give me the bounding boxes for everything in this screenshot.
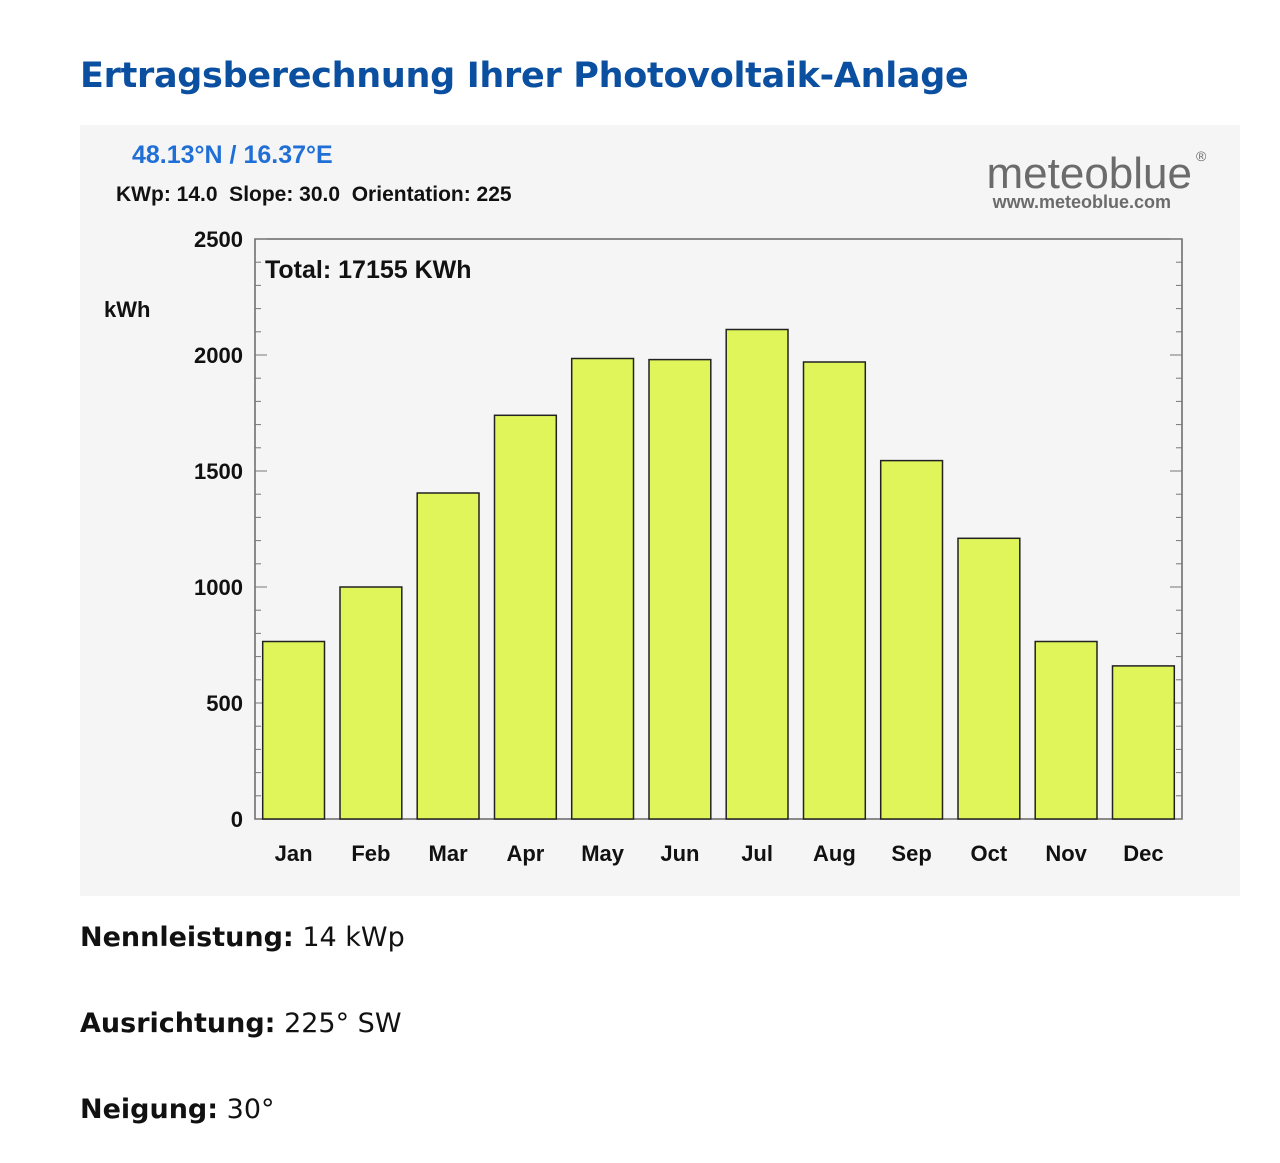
x-tick-label: Dec — [1123, 841, 1163, 866]
spec-tilt: Neigung: 30° — [80, 1094, 275, 1125]
spec-orientation: Ausrichtung: 225° SW — [80, 1008, 402, 1039]
x-tick-label: Mar — [429, 841, 469, 866]
y-tick-label: 500 — [206, 691, 243, 716]
bars — [261, 328, 1176, 820]
chart-panel: 48.13°N / 16.37°E KWp: 14.0 Slope: 30.0 … — [80, 125, 1240, 896]
x-tick-label: Aug — [813, 841, 856, 866]
bar-dec — [1111, 665, 1176, 820]
spec-value: 30° — [226, 1094, 275, 1125]
spec-label: Nennleistung: — [80, 922, 294, 953]
spec-rated-power: Nennleistung: 14 kWp — [80, 922, 405, 953]
y-axis-label: kWh — [104, 297, 150, 322]
y-tick-label: 2000 — [194, 343, 243, 368]
chart-parameters: KWp: 14.0 Slope: 30.0 Orientation: 225 — [116, 183, 512, 206]
meteoblue-logo: meteoblue — [987, 149, 1192, 198]
x-tick-label: Jul — [741, 841, 773, 866]
bar-oct — [957, 537, 1021, 820]
bar-feb — [339, 586, 403, 820]
spec-label: Neigung: — [80, 1094, 219, 1125]
y-tick-label: 0 — [231, 807, 243, 832]
x-tick-label: Feb — [351, 841, 390, 866]
chart-coordinates: 48.13°N / 16.37°E — [132, 141, 333, 169]
bar-jan — [261, 640, 326, 820]
x-tick-label: Sep — [891, 841, 931, 866]
x-axis-tick-labels: Jan Feb Mar Apr May Jun Jul Aug Sep Oct Nov Dec — [275, 841, 1164, 866]
yield-chart: 48.13°N / 16.37°E KWp: 14.0 Slope: 30.0 … — [104, 141, 1207, 866]
bar-jul — [725, 328, 789, 820]
x-tick-label: May — [581, 841, 625, 866]
meteoblue-registered-mark: ® — [1196, 148, 1207, 164]
bar-apr — [493, 414, 558, 820]
x-tick-label: Apr — [506, 841, 544, 866]
bar-jun — [648, 358, 712, 820]
x-tick-label: Oct — [971, 841, 1008, 866]
page-title: Ertragsberechnung Ihrer Photovoltaik-Anl… — [80, 56, 969, 96]
bar-aug — [802, 361, 867, 820]
y-axis-tick-labels: 0 500 1000 1500 2000 2500 — [194, 227, 243, 832]
plot-area — [254, 238, 1183, 820]
spec-value: 225° SW — [284, 1008, 402, 1039]
bar-nov — [1034, 640, 1098, 820]
y-tick-label: 1500 — [194, 459, 243, 484]
bar-may — [570, 357, 635, 820]
meteoblue-url: www.meteoblue.com — [992, 192, 1171, 212]
y-tick-label: 1000 — [194, 575, 243, 600]
x-tick-label: Jun — [660, 841, 699, 866]
x-tick-label: Nov — [1045, 841, 1087, 866]
chart-total-annotation: Total: 17155 KWh — [265, 256, 472, 284]
spec-label: Ausrichtung: — [80, 1008, 276, 1039]
spec-value: 14 kWp — [302, 922, 405, 953]
bar-mar — [416, 492, 480, 820]
y-tick-label: 2500 — [194, 227, 243, 252]
bar-sep — [879, 459, 944, 820]
x-tick-label: Jan — [275, 841, 313, 866]
